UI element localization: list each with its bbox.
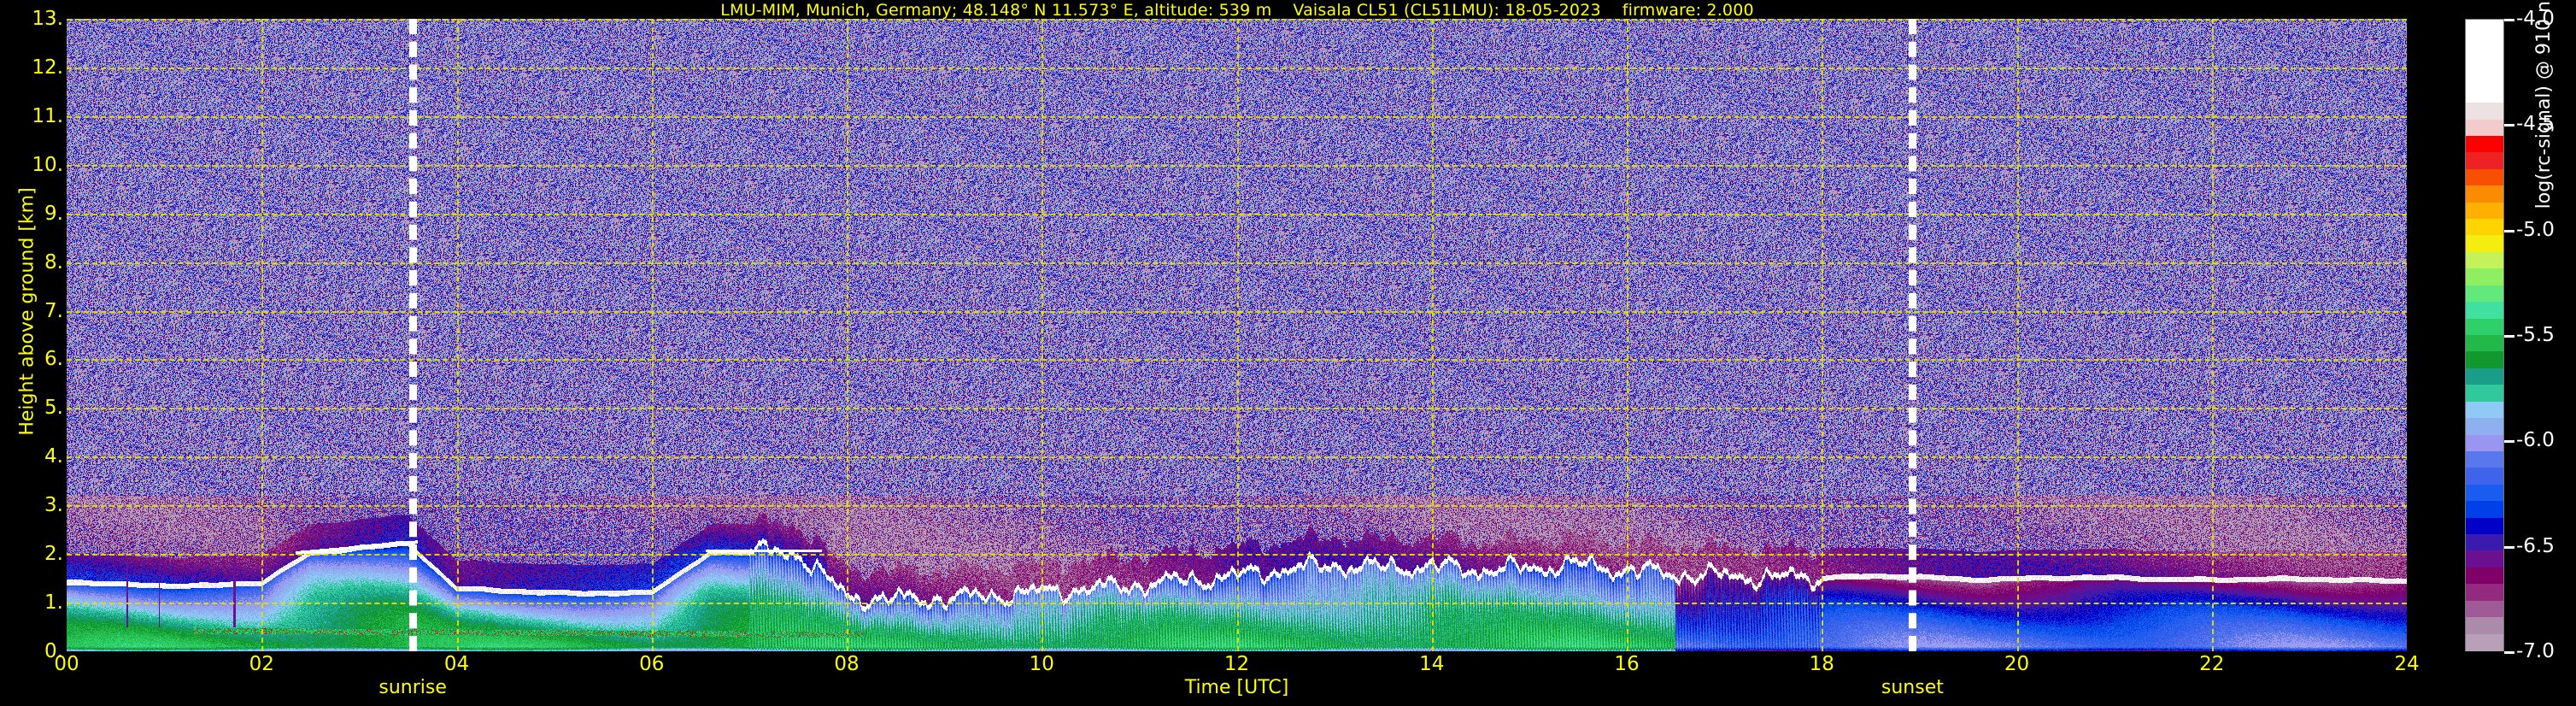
colorbar-segment: [2466, 135, 2503, 154]
colorbar-segment: [2466, 251, 2503, 270]
x-tick-label: 10: [1029, 653, 1054, 675]
colorbar-segment: [2466, 550, 2503, 568]
colorbar-gradient: [2465, 19, 2504, 651]
y-tick-label: 10.: [32, 153, 63, 176]
colorbar-segment: [2466, 600, 2503, 619]
colorbar-segment: [2466, 302, 2503, 320]
colorbar-tick-mark: [2504, 124, 2514, 127]
backscatter-heatmap[interactable]: [67, 19, 2407, 651]
colorbar-segment: [2466, 534, 2503, 552]
colorbar-segment: [2466, 85, 2503, 103]
colorbar-tick-label: -7.0: [2516, 640, 2555, 662]
colorbar-segment: [2466, 434, 2503, 452]
x-tick-label: 12: [1223, 653, 1250, 675]
colorbar-segment: [2466, 103, 2503, 121]
y-tick-label: 11.: [32, 104, 63, 127]
x-tick-label: 24: [2394, 653, 2420, 675]
x-axis-ticks: 00 02 04 06 08 10 12 14 16 18 20 22 24: [54, 653, 2419, 679]
colorbar-segment: [2466, 318, 2503, 336]
x-axis-label: Time [UTC]: [1184, 677, 1289, 698]
sunset-label: sunset: [1881, 677, 1944, 698]
x-tick-label: 18: [1809, 653, 1834, 675]
y-axis-ticks: 0. 1. 2. 3. 4. 5. 6. 7. 8. 9. 10. 11. 12. 13.: [0, 8, 63, 662]
x-tick-label: 04: [443, 653, 470, 675]
colorbar-segment: [2466, 617, 2503, 635]
colorbar-segment: [2466, 268, 2503, 286]
y-tick-label: 8.: [44, 250, 63, 274]
y-tick-label: 5.: [44, 397, 63, 420]
colorbar-segment: [2466, 450, 2503, 469]
x-tick-label: 20: [2004, 653, 2030, 675]
sunrise-label: sunrise: [378, 677, 447, 698]
y-tick-label: 1.: [44, 591, 63, 615]
colorbar-segment: [2466, 584, 2503, 602]
x-tick-label: 08: [834, 653, 860, 675]
x-tick-label: 14: [1419, 653, 1445, 675]
colorbar-segment: [2466, 418, 2503, 436]
colorbar-segment: [2466, 567, 2503, 585]
colorbar-segment: [2466, 484, 2503, 503]
colorbar-segment: [2466, 633, 2503, 651]
colorbar-segment: [2466, 285, 2503, 303]
colorbar-tick-mark: [2504, 229, 2514, 232]
x-tick-label: 06: [639, 653, 665, 675]
x-tick-label: 22: [2199, 653, 2225, 675]
y-tick-label: 9.: [44, 202, 63, 225]
x-tick-label: 00: [54, 653, 79, 675]
colorbar-segment: [2466, 368, 2503, 386]
y-tick-label: 6.: [44, 348, 63, 371]
y-tick-label: 7.: [44, 299, 63, 322]
colorbar-label: log(rc-signal) @ 910 nm: [2533, 0, 2555, 209]
colorbar-segment: [2466, 335, 2503, 353]
page-title: LMU-MIM, Munich, Germany; 48.148° N 11.5…: [720, 1, 1754, 20]
colorbar[interactable]: -4.0 -4.5 -5.0 -5.5 -6.0 -6.5 -7.0: [2465, 8, 2555, 662]
colorbar-segment: [2466, 351, 2503, 369]
colorbar-tick-mark: [2504, 335, 2514, 338]
colorbar-segment: [2466, 501, 2503, 519]
y-tick-label: 2.: [44, 543, 63, 566]
colorbar-tick-label: -5.5: [2516, 324, 2555, 346]
colorbar-segment: [2466, 385, 2503, 403]
y-tick-label: 4.: [44, 445, 63, 468]
colorbar-segment: [2466, 202, 2503, 220]
colorbar-segment: [2466, 69, 2503, 87]
y-tick-label: 13.: [32, 8, 63, 30]
colorbar-tick-label: -4.5: [2516, 113, 2555, 136]
colorbar-segment: [2466, 119, 2503, 137]
colorbar-segment: [2466, 185, 2503, 203]
colorbar-segment: [2466, 468, 2503, 485]
colorbar-tick-label: -6.0: [2516, 429, 2555, 452]
colorbar-segment: [2466, 235, 2503, 253]
colorbar-segment: [2466, 219, 2503, 237]
x-tick-label: 02: [249, 653, 274, 675]
colorbar-segment: [2466, 20, 2503, 38]
colorbar-tick-mark: [2504, 19, 2514, 21]
colorbar-tick-mark: [2504, 440, 2514, 444]
colorbar-segment: [2466, 401, 2503, 419]
colorbar-segment: [2466, 152, 2503, 170]
colorbar-tick-label: -4.0: [2516, 8, 2555, 30]
y-tick-label: 0.: [44, 640, 63, 662]
colorbar-segment: [2466, 52, 2503, 71]
y-tick-label: 12.: [32, 56, 63, 79]
colorbar-tick-mark: [2504, 545, 2514, 549]
x-tick-label: 16: [1614, 653, 1640, 675]
colorbar-tick-label: -6.5: [2516, 534, 2555, 557]
colorbar-segment: [2466, 36, 2503, 54]
y-tick-label: 3.: [44, 494, 63, 517]
colorbar-tick-label: -5.0: [2516, 218, 2555, 241]
colorbar-segment: [2466, 168, 2503, 187]
colorbar-segment: [2466, 517, 2503, 535]
heatmap-canvas[interactable]: [67, 19, 2407, 651]
colorbar-tick-mark: [2504, 651, 2514, 654]
